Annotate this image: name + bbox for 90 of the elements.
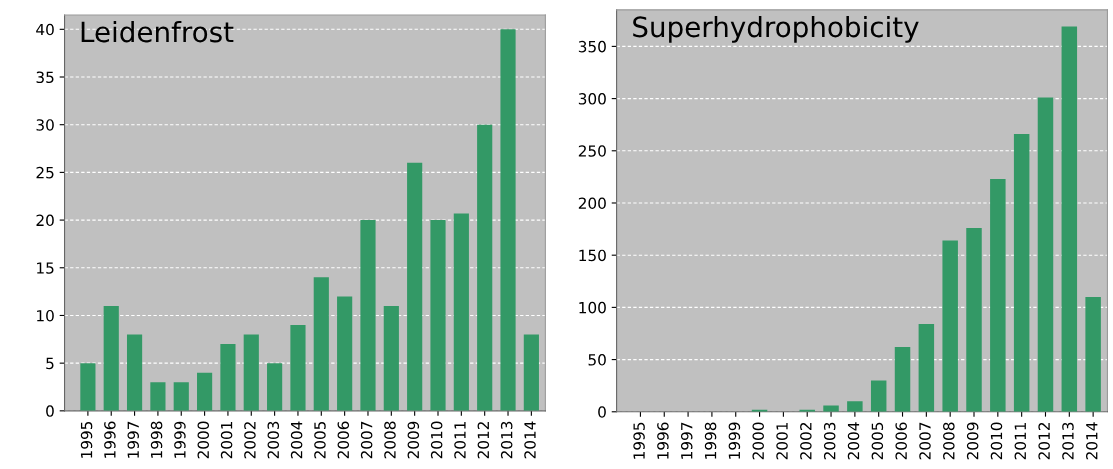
bar <box>150 382 166 411</box>
x-tick-label: 2007 <box>360 421 373 459</box>
y-tick-label: 20 <box>36 214 54 227</box>
x-tick-label: 1997 <box>680 422 693 459</box>
y-tick-label: 150 <box>579 249 606 262</box>
y-tick-label: 30 <box>36 119 54 131</box>
x-tick-label: 2000 <box>197 421 210 459</box>
x-tick-label: 2008 <box>943 422 955 460</box>
y-tick-label: 100 <box>579 301 606 314</box>
bar <box>847 401 863 412</box>
y-tick-label: 35 <box>36 71 54 84</box>
x-tick-label: 2003 <box>267 421 280 459</box>
bar <box>1061 26 1078 412</box>
x-tick-label: 2007 <box>919 422 931 460</box>
bar <box>1037 97 1054 412</box>
bar <box>126 334 143 411</box>
bar <box>337 296 353 411</box>
x-tick-label: 2011 <box>454 421 466 459</box>
x-tick-label: 2003 <box>823 422 836 460</box>
bar <box>243 334 259 411</box>
x-tick-label: 2006 <box>895 422 907 460</box>
bar <box>942 240 958 412</box>
bar <box>267 363 283 411</box>
y-tick-label: 40 <box>36 23 54 36</box>
bar <box>523 334 539 411</box>
x-tick-label: 2014 <box>524 421 536 459</box>
y-tick-label: 25 <box>36 166 54 179</box>
y-tick-label: 0 <box>46 405 54 417</box>
bar <box>894 347 911 412</box>
y-tick-label: 5 <box>46 357 54 370</box>
y-tick-label: 350 <box>578 40 606 53</box>
bar <box>1013 134 1030 412</box>
x-tick-label: 2002 <box>244 422 256 459</box>
x-tick-label: 2004 <box>290 421 303 459</box>
x-tick-label: 1996 <box>104 421 116 458</box>
bar <box>103 305 119 411</box>
y-tick-label: 200 <box>578 197 606 210</box>
bar <box>290 325 306 411</box>
x-tick-label: 2002 <box>800 423 812 460</box>
x-tick-label: 1995 <box>80 421 93 458</box>
x-tick-label: 2009 <box>407 421 420 459</box>
y-tick-label: 15 <box>37 262 54 274</box>
x-tick-label: 2013 <box>500 421 513 459</box>
bar <box>1085 296 1101 412</box>
x-tick-label: 2001 <box>220 421 233 459</box>
y-tick-label: 50 <box>588 354 606 366</box>
x-tick-label: 2010 <box>430 421 443 459</box>
x-tick-label: 2004 <box>847 422 860 460</box>
x-tick-label: 1999 <box>728 422 741 459</box>
x-tick-label: 2014 <box>1086 422 1098 460</box>
bar <box>430 220 446 411</box>
bar <box>313 277 329 411</box>
bar <box>197 372 213 411</box>
x-tick-label: 2009 <box>966 422 979 460</box>
bar <box>407 162 423 411</box>
x-tick-label: 2008 <box>384 421 396 459</box>
x-tick-label: 1997 <box>127 421 140 458</box>
bar <box>453 213 469 411</box>
x-tick-label: 2010 <box>990 422 1003 460</box>
bar <box>918 324 935 412</box>
y-tick-label: 0 <box>598 406 606 418</box>
bar <box>173 382 189 411</box>
x-tick-label: 2012 <box>1038 423 1050 460</box>
y-tick-label: 10 <box>37 309 54 322</box>
chart-title: Superhydrophobicity <box>633 15 919 43</box>
bar <box>477 124 493 411</box>
x-tick-label: 1995 <box>633 422 645 459</box>
bar <box>80 363 96 411</box>
chart-title: Leidenfrost <box>81 20 234 43</box>
x-tick-label: 1999 <box>174 421 186 458</box>
bar <box>383 305 399 411</box>
x-tick-label: 1998 <box>150 421 163 458</box>
x-tick-label: 2012 <box>477 422 490 459</box>
bar <box>966 228 982 412</box>
bar <box>990 178 1006 412</box>
x-tick-label: 2000 <box>752 422 764 460</box>
bar <box>220 344 236 411</box>
x-tick-label: 2006 <box>337 421 350 459</box>
x-tick-label: 1996 <box>657 422 669 459</box>
x-tick-label: 2013 <box>1062 422 1074 460</box>
x-tick-label: 2001 <box>776 422 788 460</box>
y-tick-label: 250 <box>578 145 606 157</box>
x-tick-label: 2011 <box>1014 422 1027 460</box>
x-tick-label: 2005 <box>314 421 326 459</box>
bar <box>500 29 516 411</box>
bar <box>360 220 376 411</box>
bar <box>870 380 887 412</box>
x-tick-label: 1998 <box>704 422 717 459</box>
x-tick-label: 2005 <box>871 422 884 460</box>
y-tick-label: 300 <box>578 93 606 105</box>
